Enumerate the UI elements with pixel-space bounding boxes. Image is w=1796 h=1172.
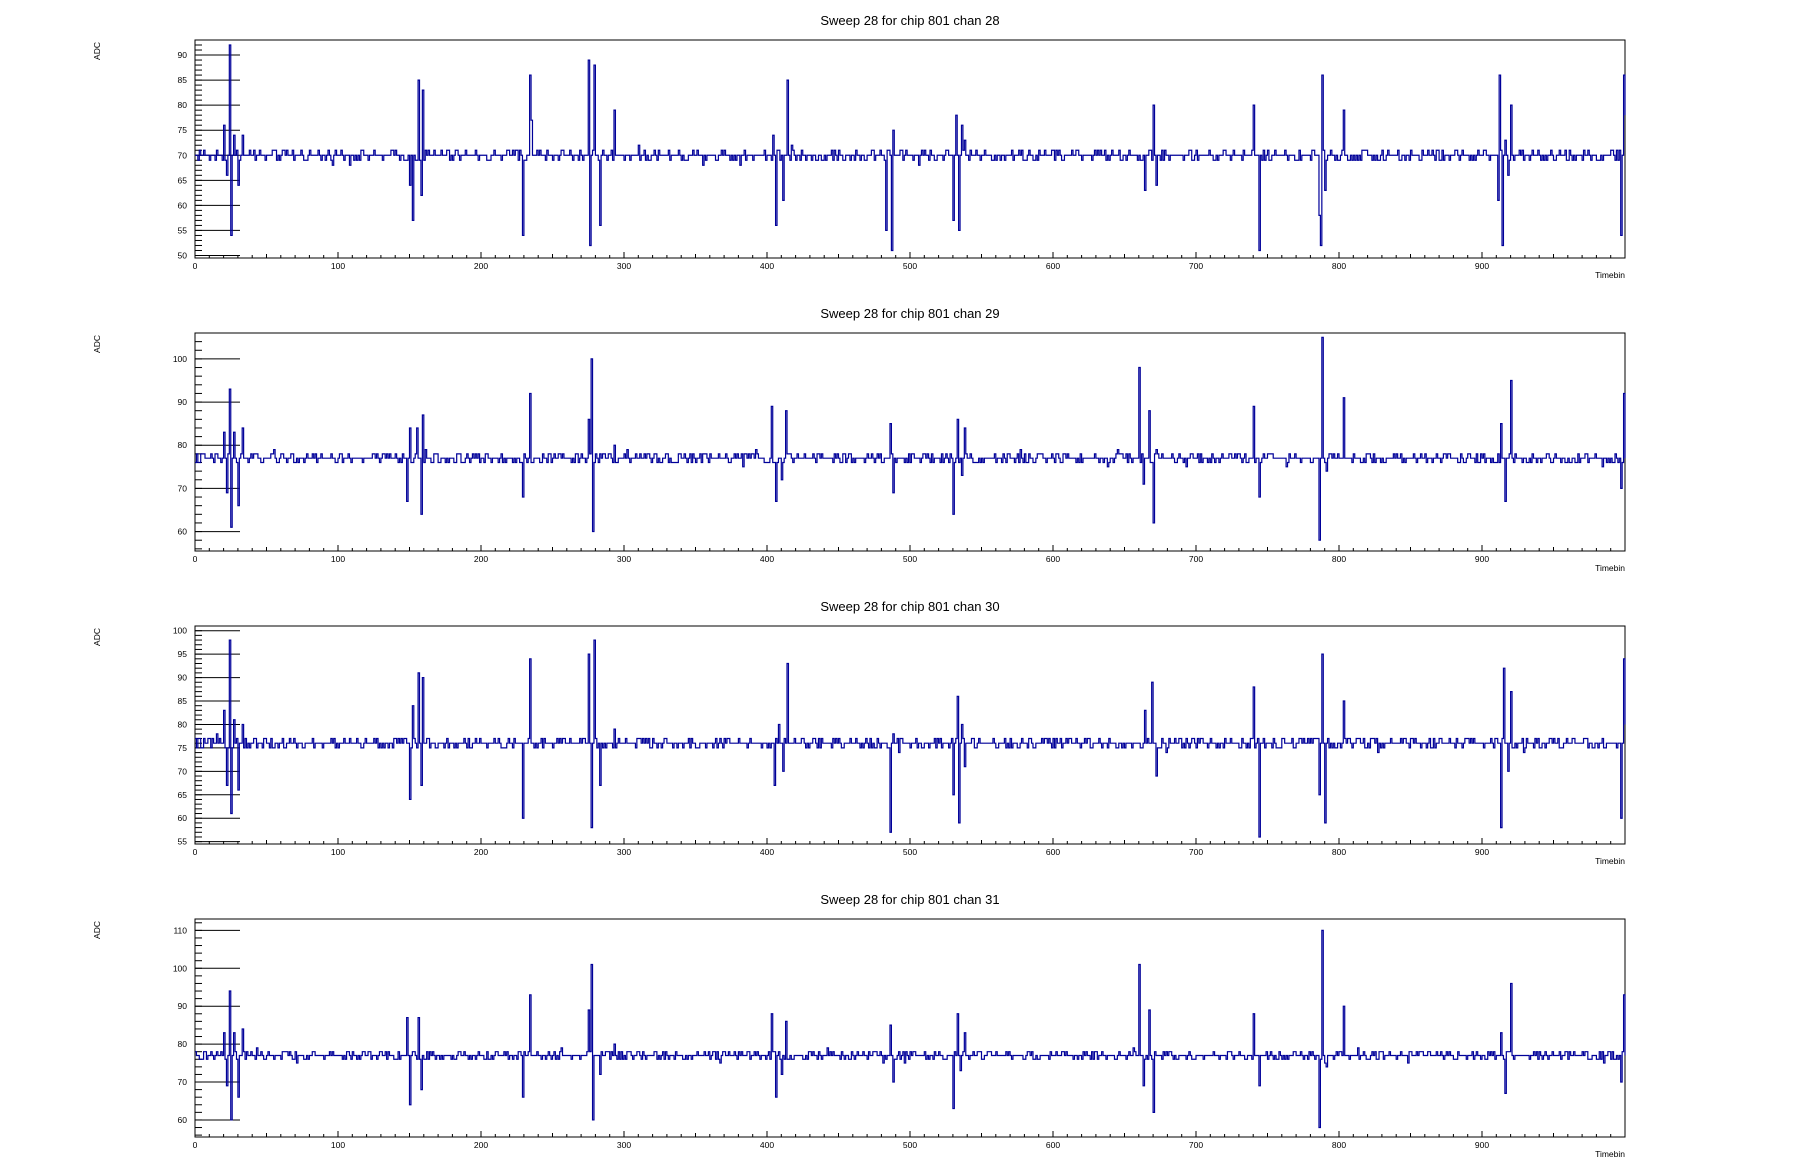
x-tick-label: 100: [331, 554, 345, 564]
y-axis-label: ADC: [92, 42, 102, 60]
y-tick-label: 65: [178, 175, 188, 185]
x-tick-label: 0: [193, 1140, 198, 1150]
chart-title: Sweep 28 for chip 801 chan 29: [820, 306, 999, 321]
x-tick-label: 100: [331, 1140, 345, 1150]
data-series-line: [195, 639, 1626, 838]
x-tick-label: 700: [1189, 261, 1203, 271]
y-tick-label: 55: [178, 225, 188, 235]
x-tick-label: 500: [903, 1140, 917, 1150]
x-tick-label: 200: [474, 261, 488, 271]
x-tick-label: 300: [617, 847, 631, 857]
x-tick-label: 0: [193, 261, 198, 271]
x-tick-label: 600: [1046, 1140, 1060, 1150]
y-axis-label: ADC: [92, 628, 102, 646]
y-tick-label: 80: [178, 440, 188, 450]
y-tick-label: 70: [178, 1077, 188, 1087]
y-tick-label: 90: [178, 397, 188, 407]
y-tick-label: 80: [178, 100, 188, 110]
chart-panel-2: Sweep 28 for chip 801 chan 29 60 70 80 90 100…: [0, 293, 1796, 586]
y-tick-label: 75: [178, 743, 188, 753]
chart-panel-1: Sweep 28 for chip 801 chan 28 50 55 60 65 70 7…: [0, 0, 1796, 293]
y-tick-label: 60: [178, 200, 188, 210]
y-tick-label: 100: [173, 626, 187, 636]
chart-title: Sweep 28 for chip 801 chan 28: [820, 13, 999, 28]
x-tick-label: 900: [1475, 1140, 1489, 1150]
y-tick-label: 90: [178, 50, 188, 60]
plot-frame: [194, 39, 1626, 259]
x-tick-label: 100: [331, 847, 345, 857]
x-tick-label: 700: [1189, 1140, 1203, 1150]
data-series-line: [195, 336, 1626, 541]
y-tick-label: 100: [173, 354, 187, 364]
x-tick-label: 400: [760, 261, 774, 271]
x-tick-label: 700: [1189, 847, 1203, 857]
y-tick-label: 100: [173, 963, 187, 973]
x-tick-label: 500: [903, 261, 917, 271]
x-tick-label: 500: [903, 847, 917, 857]
x-tick-label: 800: [1332, 261, 1346, 271]
x-tick-label: 800: [1332, 847, 1346, 857]
x-axis-label: Timebin: [1595, 270, 1625, 280]
chart-title: Sweep 28 for chip 801 chan 31: [820, 892, 999, 907]
x-tick-label: 400: [760, 1140, 774, 1150]
data-series-line: [195, 44, 1626, 252]
y-tick-label: 80: [178, 719, 188, 729]
x-axis-label: Timebin: [1595, 856, 1625, 866]
x-tick-label: 300: [617, 261, 631, 271]
x-tick-label: 900: [1475, 261, 1489, 271]
x-tick-label: 0: [193, 554, 198, 564]
x-tick-label: 700: [1189, 554, 1203, 564]
y-tick-label: 70: [178, 766, 188, 776]
y-tick-label: 60: [178, 813, 188, 823]
data-series-line: [195, 929, 1626, 1129]
x-tick-label: 800: [1332, 554, 1346, 564]
y-axis-label: ADC: [92, 335, 102, 353]
y-tick-label: 60: [178, 527, 188, 537]
y-tick-label: 85: [178, 75, 188, 85]
x-tick-label: 100: [331, 261, 345, 271]
x-tick-label: 300: [617, 1140, 631, 1150]
chart-title: Sweep 28 for chip 801 chan 30: [820, 599, 999, 614]
chart-panel-4: Sweep 28 for chip 801 chan 31 60 70 80 90 100…: [0, 879, 1796, 1172]
x-tick-label: 200: [474, 847, 488, 857]
x-tick-label: 200: [474, 554, 488, 564]
x-tick-label: 0: [193, 847, 198, 857]
y-tick-label: 90: [178, 673, 188, 683]
y-tick-label: 70: [178, 150, 188, 160]
plot-frame: [194, 625, 1626, 845]
y-tick-label: 85: [178, 696, 188, 706]
x-axis-label: Timebin: [1595, 563, 1625, 573]
y-tick-label: 65: [178, 790, 188, 800]
y-tick-label: 75: [178, 125, 188, 135]
x-tick-label: 900: [1475, 847, 1489, 857]
x-tick-label: 600: [1046, 554, 1060, 564]
x-tick-label: 500: [903, 554, 917, 564]
y-tick-label: 95: [178, 649, 188, 659]
chart-panel-3: Sweep 28 for chip 801 chan 30 55 60 65 70 75 8…: [0, 586, 1796, 879]
y-tick-label: 90: [178, 1001, 188, 1011]
x-axis-label: Timebin: [1595, 1149, 1625, 1159]
x-tick-label: 400: [760, 847, 774, 857]
y-tick-label: 50: [178, 250, 188, 260]
x-tick-label: 600: [1046, 847, 1060, 857]
y-tick-label: 55: [178, 837, 188, 847]
x-tick-label: 400: [760, 554, 774, 564]
x-tick-label: 300: [617, 554, 631, 564]
x-tick-label: 800: [1332, 1140, 1346, 1150]
x-tick-label: 600: [1046, 261, 1060, 271]
y-tick-label: 80: [178, 1039, 188, 1049]
y-tick-label: 70: [178, 483, 188, 493]
x-tick-label: 200: [474, 1140, 488, 1150]
x-tick-label: 900: [1475, 554, 1489, 564]
y-tick-label: 60: [178, 1115, 188, 1125]
y-axis-label: ADC: [92, 921, 102, 939]
y-tick-label: 110: [173, 925, 187, 935]
